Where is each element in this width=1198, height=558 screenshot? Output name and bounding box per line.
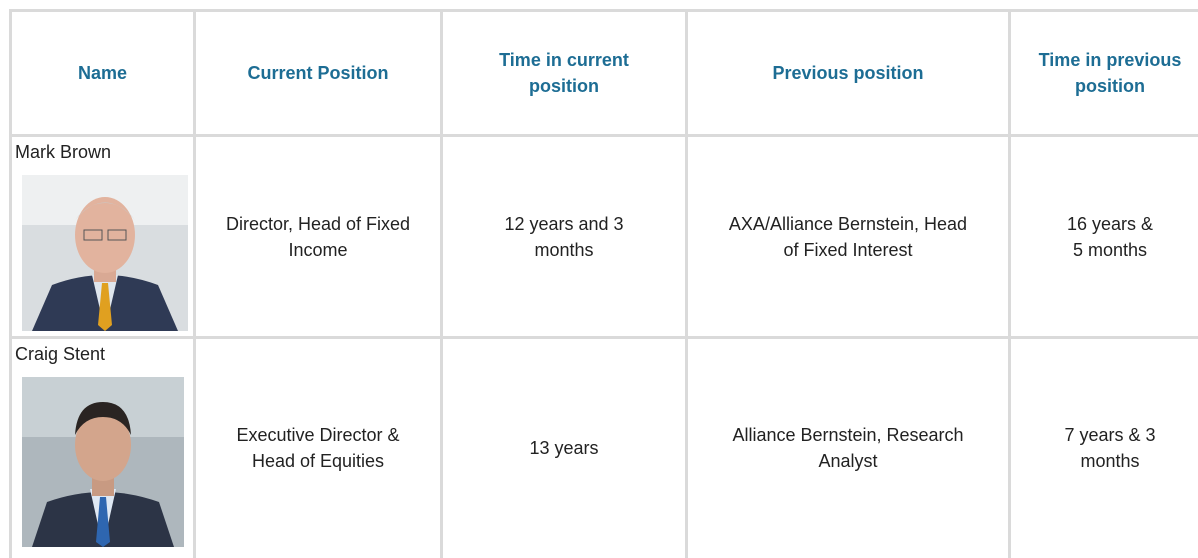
header-cell: Name [11, 11, 195, 136]
photo [22, 175, 188, 331]
header-cell: Current Position [195, 11, 442, 136]
header-cell: Time in current position [442, 11, 687, 136]
row: Mark Brown Director, Head of Fixed Incom… [11, 136, 1198, 338]
name-text: Mark Brown [12, 137, 193, 165]
photo [22, 377, 184, 547]
staff-table: Name Current Position Time in current po… [9, 9, 1198, 558]
header-text: Name [12, 60, 193, 86]
cell-text: 16 years & 5 months [1060, 211, 1160, 263]
header-text: Current Position [218, 60, 418, 86]
cell: AXA/Alliance Bernstein, Head of Fixed In… [687, 136, 1010, 338]
cell: 12 years and 3 months [442, 136, 687, 338]
cell: Executive Director & Head of Equities [195, 338, 442, 558]
header-cell: Time in previous position [1010, 11, 1198, 136]
cell-text: AXA/Alliance Bernstein, Head of Fixed In… [723, 211, 973, 263]
header-text: Previous position [688, 60, 1008, 86]
header-row: Name Current Position Time in current po… [11, 11, 1198, 136]
name-text: Craig Stent [12, 339, 193, 367]
cell: 13 years [442, 338, 687, 558]
row: Craig Stent Executive Director & Head of… [11, 338, 1198, 558]
header-text: Time in previous position [1025, 47, 1195, 99]
cell: Alliance Bernstein, Research Analyst [687, 338, 1010, 558]
cell: 7 years & 3 months [1010, 338, 1198, 558]
cell-text: 7 years & 3 months [1060, 422, 1160, 474]
cell-text: Director, Head of Fixed Income [223, 211, 413, 263]
cell: Director, Head of Fixed Income [195, 136, 442, 338]
cell: 16 years & 5 months [1010, 136, 1198, 338]
header-text: Time in current position [484, 47, 644, 99]
cell-text: Executive Director & Head of Equities [216, 422, 421, 474]
name-cell: Craig Stent [11, 338, 195, 558]
header-cell: Previous position [687, 11, 1010, 136]
cell-text: 13 years [504, 435, 624, 461]
name-cell: Mark Brown [11, 136, 195, 338]
cell-text: 12 years and 3 months [504, 211, 624, 263]
cell-text: Alliance Bernstein, Research Analyst [723, 422, 973, 474]
